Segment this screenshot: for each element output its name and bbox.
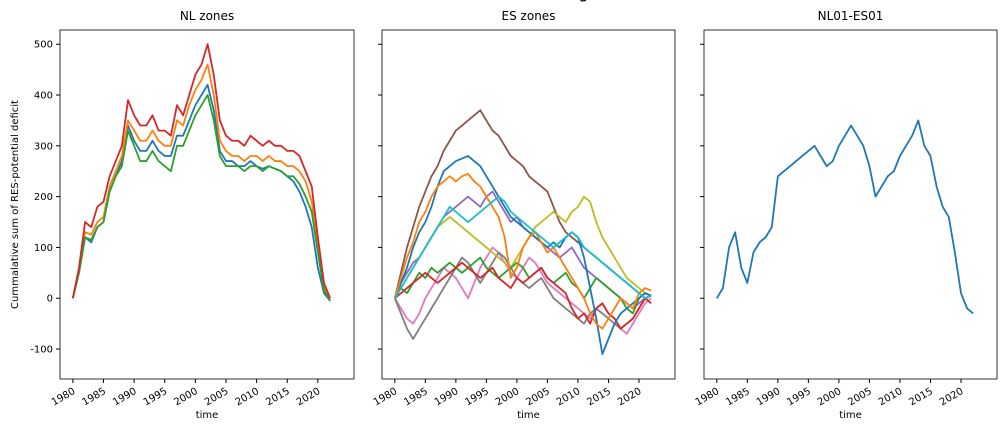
- panel-title: NL01-ES01: [818, 9, 884, 23]
- series-line: [71, 94, 331, 302]
- x-tick-label: 1985: [402, 386, 430, 408]
- y-tick-label: 400: [34, 91, 53, 102]
- series-line: [716, 119, 974, 315]
- x-axis-label: time: [196, 410, 219, 421]
- series-line: [71, 43, 331, 299]
- x-tick-label: 2000: [172, 386, 200, 408]
- x-tick-label: 2020: [295, 386, 323, 408]
- plot-frame: [381, 29, 676, 380]
- x-tick-label: 1990: [111, 386, 139, 408]
- x-tick-label: 2020: [616, 386, 644, 408]
- x-axis-label: time: [517, 410, 540, 421]
- x-tick-label: 2010: [555, 386, 583, 408]
- plot-frame: [59, 29, 355, 380]
- y-axis-label: Cummalative sum of RES-potential deficit: [10, 100, 21, 309]
- x-tick-label: 1990: [433, 386, 461, 408]
- x-tick-label: 2005: [203, 386, 231, 408]
- y-tick-label: 300: [34, 141, 53, 152]
- series-line: [394, 195, 652, 300]
- series-line: [394, 261, 652, 330]
- series-line: [393, 172, 652, 330]
- series-line: [71, 83, 331, 302]
- y-tick-label: 500: [34, 40, 53, 51]
- x-tick-label: 2005: [846, 386, 874, 408]
- x-tick-label: 2010: [234, 386, 262, 408]
- y-tick-label: -100: [30, 345, 53, 356]
- x-tick-label: 1985: [80, 386, 108, 408]
- panel-title: ES zones: [502, 9, 556, 23]
- x-tick-label: 2000: [816, 386, 844, 408]
- x-tick-label: 2015: [585, 386, 613, 408]
- x-tick-label: 1995: [142, 386, 170, 408]
- series-line: [71, 63, 331, 302]
- x-tick-label: 2015: [264, 386, 292, 408]
- x-tick-label: 1995: [785, 386, 813, 408]
- x-tick-label: 2005: [524, 386, 552, 408]
- figure-title: Cumsum for selected regions: [387, 0, 622, 2]
- x-axis-label: time: [839, 410, 862, 421]
- x-tick-label: 1980: [372, 386, 400, 408]
- x-tick-label: 1985: [724, 386, 752, 408]
- x-tick-label: 2015: [907, 386, 935, 408]
- x-tick-label: 2020: [938, 386, 966, 408]
- y-tick-label: 0: [47, 294, 53, 305]
- x-tick-label: 1980: [50, 386, 78, 408]
- x-tick-label: 1980: [694, 386, 722, 408]
- plot-frame: [703, 29, 998, 380]
- x-tick-label: 1995: [463, 386, 491, 408]
- panel-title: NL zones: [180, 9, 234, 23]
- y-tick-label: 100: [34, 243, 53, 254]
- y-tick-label: 200: [34, 192, 53, 203]
- series-line: [394, 256, 652, 315]
- x-tick-label: 2000: [494, 386, 522, 408]
- x-tick-label: 2010: [877, 386, 905, 408]
- x-tick-label: 1990: [755, 386, 783, 408]
